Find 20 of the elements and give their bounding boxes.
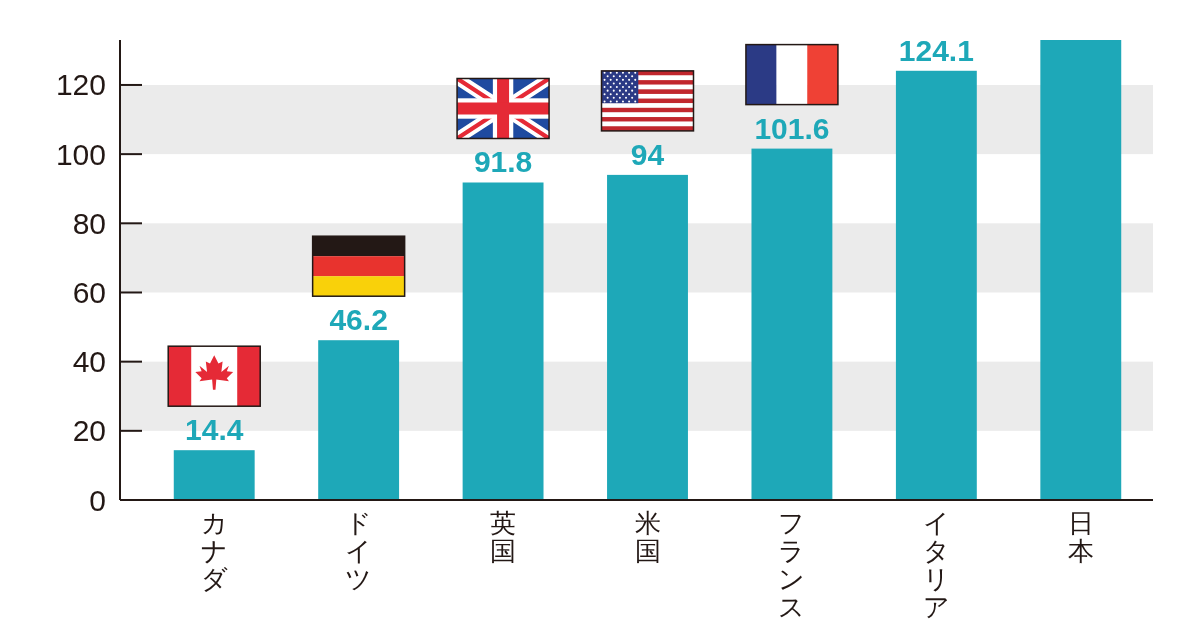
y-tick-label: 0 xyxy=(89,483,106,517)
y-tick-label: 20 xyxy=(72,414,106,448)
y-tick-label: 60 xyxy=(72,276,106,309)
x-tick-label: 日本 xyxy=(1067,508,1094,566)
x-tick-label: イタリア xyxy=(922,508,950,622)
x-tick-label: フランス xyxy=(778,508,806,622)
x-tick-label: カナダ xyxy=(200,508,228,594)
y-tick-label: 120 xyxy=(55,68,106,102)
value-label: 91.8 xyxy=(473,145,533,179)
y-tick-label: 80 xyxy=(72,206,106,240)
value-label: 101.6 xyxy=(754,111,830,145)
x-tick-label: 英国 xyxy=(490,508,517,566)
value-label: 94 xyxy=(630,137,665,171)
value-label: 124.1 xyxy=(898,33,974,67)
y-tick-label: 40 xyxy=(72,345,106,379)
value-label: 14.4 xyxy=(185,413,244,447)
x-tick-label: ドイツ xyxy=(345,508,373,594)
y-tick-label: 100 xyxy=(55,137,106,171)
x-tick-label: 米国 xyxy=(634,508,661,566)
value-label: 46.2 xyxy=(329,303,388,337)
